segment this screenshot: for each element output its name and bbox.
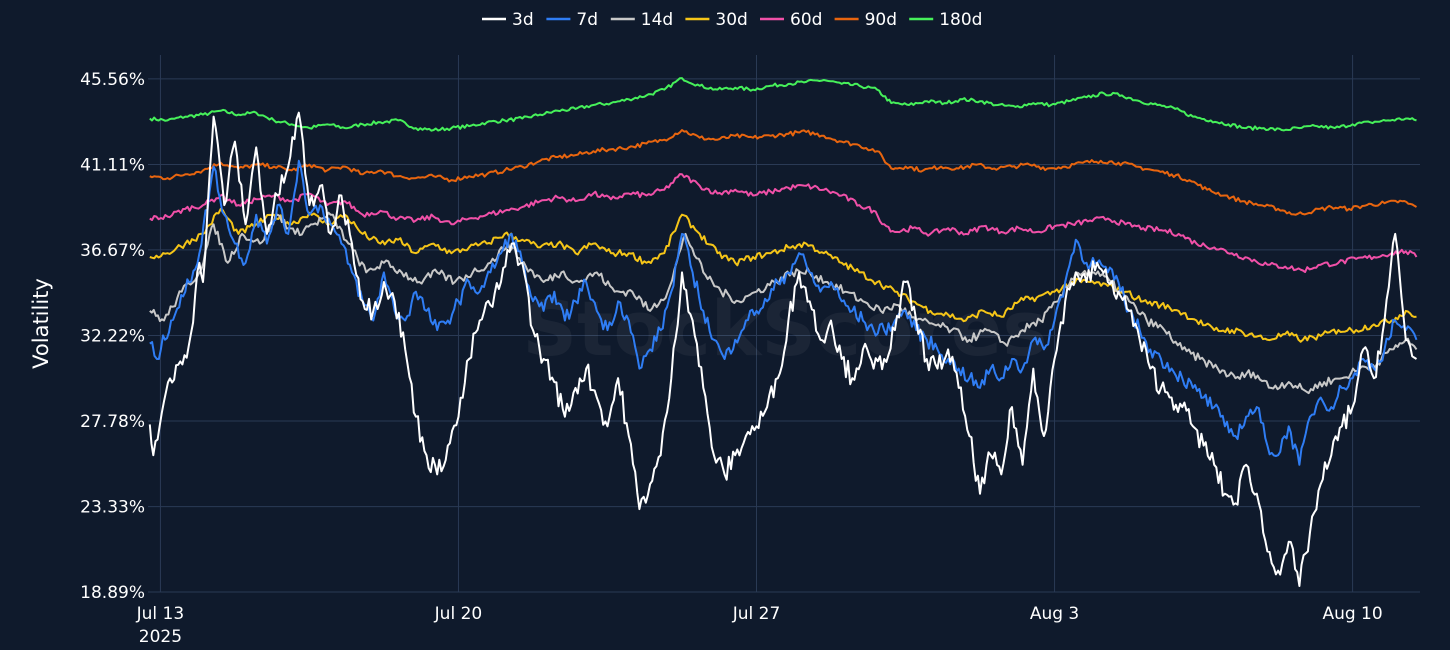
legend-item-60d: 60d [760, 10, 822, 30]
legend-item-30d: 30d [685, 10, 748, 30]
y-tick-label: 32.22% [80, 327, 145, 347]
legend-label: 90d [865, 10, 897, 30]
series-line-30d [149, 207, 1417, 343]
x-tick-label: Aug 10 [1322, 604, 1382, 624]
series-line-3d [148, 111, 1418, 587]
legend-item-14d: 14d [610, 10, 673, 30]
y-tick-label: 27.78% [80, 412, 145, 432]
x-tick-year-label: 2025 [139, 627, 182, 647]
watermark-text: StockScores [522, 284, 1047, 373]
x-tick-label: Jul 20 [434, 604, 483, 624]
legend-item-7d: 7d [546, 10, 598, 30]
y-tick-label: 18.89% [80, 583, 145, 603]
y-tick-label: 36.67% [80, 241, 145, 261]
series-lines [148, 77, 1418, 587]
y-tick-label: 41.11% [80, 155, 145, 175]
legend-item-90d: 90d [834, 10, 897, 30]
legend-label: 14d [641, 10, 673, 30]
x-tick-label: Aug 3 [1030, 604, 1079, 624]
y-tick-label: 23.33% [80, 498, 145, 518]
legend-label: 60d [790, 10, 822, 30]
x-tick-label: Jul 27 [732, 604, 781, 624]
legend-label: 7d [576, 10, 598, 30]
x-axis-ticks: Jul 13 2025 Jul 20 Jul 27 Aug 3 Aug 10 [136, 604, 1383, 647]
series-line-180d [149, 77, 1417, 132]
y-tick-label: 45.56% [80, 70, 145, 90]
y-axis-ticks: 18.89% 23.33% 27.78% 32.22% 36.67% 41.11% 45.5… [80, 70, 145, 603]
legend-label: 3d [512, 10, 534, 30]
y-axis-label: Volatility [29, 278, 53, 369]
legend-item-3d: 3d [482, 10, 534, 30]
legend-label: 180d [939, 10, 982, 30]
legend-label: 30d [715, 10, 747, 30]
legend-item-180d: 180d [909, 10, 982, 30]
series-line-60d [149, 173, 1418, 273]
x-tick-label: Jul 13 [136, 604, 185, 624]
series-line-90d [149, 129, 1417, 216]
legend: 3d 7d 14d 30d 60d 90d 180d [482, 10, 982, 30]
